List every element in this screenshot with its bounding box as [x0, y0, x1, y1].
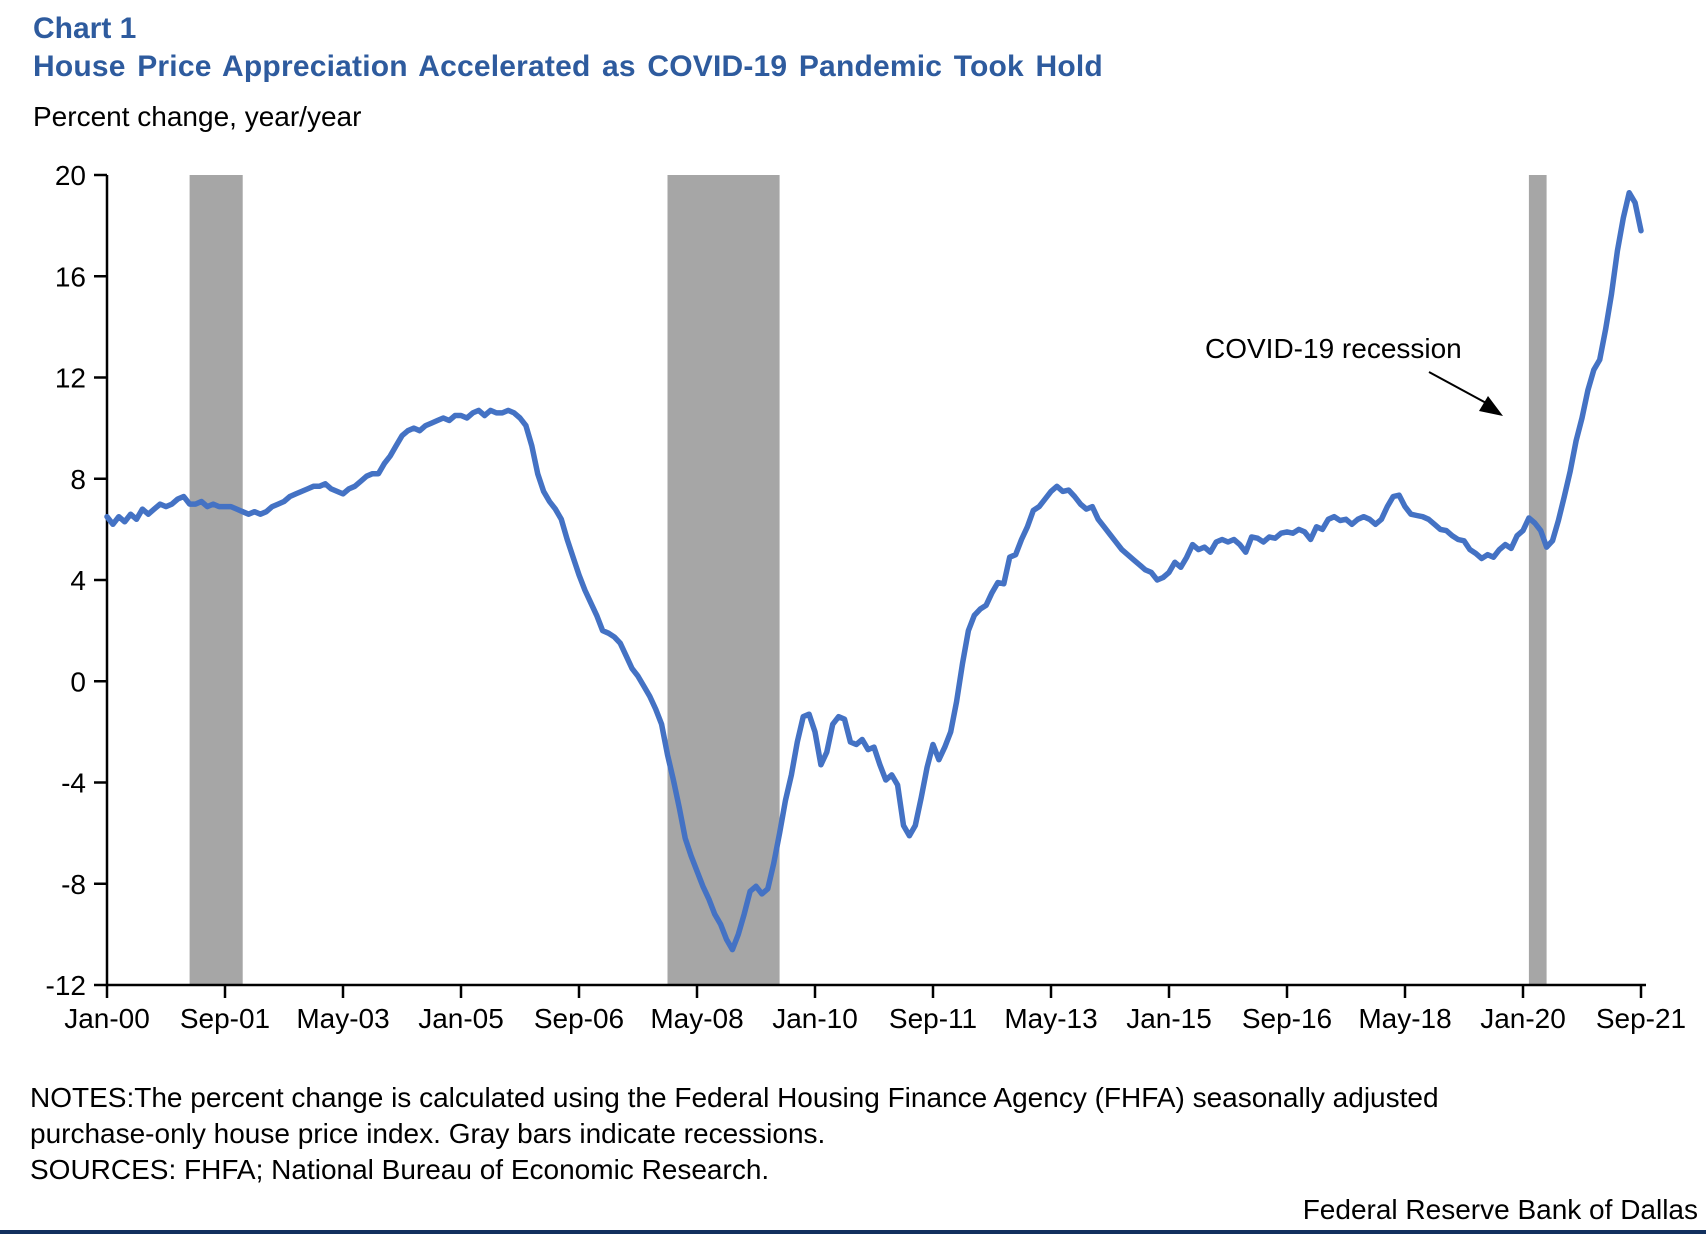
y-tick-label: 20 [55, 160, 86, 191]
annotation-arrowhead [1479, 396, 1503, 416]
y-tick-label: 16 [55, 261, 86, 292]
org-name: Federal Reserve Bank of Dallas [1302, 1194, 1698, 1225]
page-title: House Price Appreciation Accelerated as … [33, 50, 1103, 83]
x-tick-label: Sep-01 [180, 1003, 270, 1034]
hpi-series-line [104, 189, 1644, 953]
x-tick-label: Sep-21 [1596, 1003, 1686, 1034]
x-tick-label: Sep-06 [534, 1003, 624, 1034]
y-tick-label: 0 [70, 666, 86, 697]
x-tick-label: May-08 [650, 1003, 743, 1034]
covid-recession-annotation: COVID-19 recession [1205, 333, 1462, 364]
x-tick-label: May-18 [1358, 1003, 1451, 1034]
y-tick-label: 12 [55, 363, 86, 394]
recession-band [1528, 175, 1547, 985]
x-tick-label: Jan-00 [64, 1003, 150, 1034]
y-tick-label: -12 [46, 970, 86, 1001]
x-tick-label: Jan-05 [418, 1003, 504, 1034]
annotation-arrow-line [1428, 371, 1489, 405]
x-tick-label: Jan-20 [1480, 1003, 1566, 1034]
y-tick-label: 4 [70, 565, 86, 596]
recession-band [189, 175, 243, 985]
y-tick-label: -4 [61, 768, 86, 799]
y-tick-label: -8 [61, 869, 86, 900]
y-axis-unit-label: Percent change, year/year [33, 101, 362, 132]
x-tick-label: Jan-15 [1126, 1003, 1212, 1034]
bottom-rule [0, 1230, 1706, 1234]
x-tick-label: Sep-11 [889, 1003, 977, 1034]
chart-notes: NOTES:The percent change is calculated u… [30, 1082, 1439, 1149]
x-tick-label: Sep-16 [1242, 1003, 1332, 1034]
x-tick-label: Jan-10 [772, 1003, 858, 1034]
y-tick-label: 8 [70, 464, 86, 495]
chart-number-label: Chart 1 [33, 12, 137, 45]
chart-sources: SOURCES: FHFA; National Bureau of Econom… [30, 1154, 770, 1185]
x-tick-label: May-13 [1004, 1003, 1097, 1034]
x-tick-label: May-03 [296, 1003, 389, 1034]
recession-band [667, 175, 780, 985]
